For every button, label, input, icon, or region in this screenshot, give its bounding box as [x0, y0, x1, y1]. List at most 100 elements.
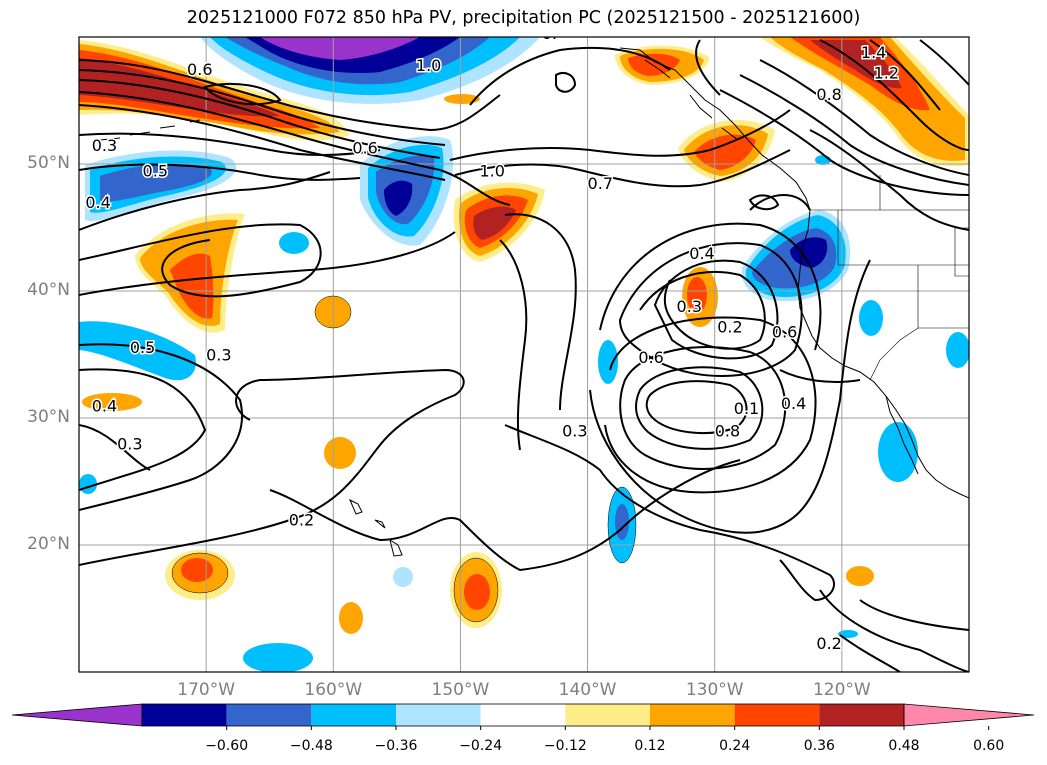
precip-negative-area	[79, 321, 196, 381]
precip-positive-area	[181, 558, 213, 582]
pv-contour-line	[79, 79, 441, 159]
pv-contour-line	[79, 368, 465, 566]
longitude-tick-label: 140°W	[558, 680, 617, 700]
contour-label: 0.2	[816, 634, 841, 653]
contour-label: 0.3	[677, 297, 702, 316]
pv-contour-line	[504, 424, 835, 602]
precip-negative-area	[859, 300, 883, 336]
contour-label: 0.2	[289, 511, 314, 530]
pv-contour-line	[454, 149, 791, 188]
pv-contour-line	[919, 39, 969, 86]
pv-contour-line	[79, 104, 446, 181]
colorbar-frame	[141, 703, 905, 727]
precip-positive-area	[324, 437, 356, 469]
latitude-tick-label: 20°N	[27, 534, 70, 554]
pv-contour-line	[748, 194, 780, 211]
contour-label: 0.3	[206, 346, 231, 365]
precip-positive-area	[790, 37, 930, 111]
pv-contour-line	[635, 366, 764, 450]
colorbar-tick-label: 0.48	[888, 738, 920, 754]
map-plot-area: 0.6 1.00.60.50.40.31.00.70.40.30.20.60.10…	[79, 24, 969, 672]
pv-contour-line	[779, 369, 861, 383]
hawaii-islands	[349, 498, 403, 557]
pv-contour-line	[645, 380, 748, 434]
longitude-tick-label: 160°W	[304, 680, 363, 700]
shading-outline	[314, 295, 352, 329]
colorbar-tick-label: 0.60	[973, 738, 1005, 754]
precip-negative-area	[100, 163, 212, 202]
colorbar-extend-low	[11, 703, 143, 727]
precip-positive-area	[687, 277, 707, 313]
colorbar-tick-label: −0.12	[543, 738, 587, 754]
pv-contours	[79, 39, 969, 672]
contour-label: 1.0	[416, 56, 441, 75]
pv-contour-line	[79, 343, 243, 511]
latitude-tick-label: 30°N	[27, 407, 70, 427]
contour-label: 0.4	[92, 396, 117, 415]
contour-label: 0.6	[187, 60, 212, 79]
precip-negative-area	[260, 37, 420, 60]
pv-contour-line	[749, 194, 811, 211]
precip-negative-area	[598, 340, 618, 384]
colorbar-bin	[734, 704, 820, 726]
colorbar-tick-label: 0.12	[634, 738, 666, 754]
colorbar-bin	[480, 704, 566, 726]
pv-contour-line	[739, 74, 969, 186]
colorbar-tick-label: 0.24	[719, 738, 751, 754]
colorbar-bin	[396, 704, 481, 726]
pv-contour-line	[203, 82, 282, 106]
pv-contour-line	[619, 346, 787, 470]
precip-negative-area	[615, 504, 629, 540]
pv-contour-labels: 0.6 1.00.60.50.40.31.00.70.40.30.20.60.10…	[84, 24, 958, 654]
colorbar-bin	[819, 704, 904, 726]
pv-contour-line	[499, 239, 528, 451]
contour-label: 1.0	[479, 161, 504, 180]
precip-negative-area	[878, 422, 918, 482]
precip-negative-area	[279, 232, 309, 254]
pv-contour-line	[555, 72, 577, 93]
colorbar	[11, 703, 1035, 730]
shading-outline	[453, 557, 499, 623]
latitude-tick-label: 50°N	[27, 153, 70, 173]
pv-contour-line	[79, 171, 331, 231]
longitude-tick-label: 170°W	[177, 680, 236, 700]
colorbar-bin	[226, 704, 312, 726]
contour-label: 1.2	[874, 64, 899, 83]
shading-outline	[607, 486, 637, 564]
precip-negative-area	[393, 567, 413, 587]
shading-outline	[171, 552, 229, 594]
precip-negative-area	[384, 180, 413, 216]
precip-positive-area	[846, 566, 874, 586]
longitude-tick-label: 120°W	[812, 680, 871, 700]
pv-contour-line	[504, 213, 577, 411]
colorbar-tick-label: −0.24	[459, 738, 503, 754]
contour-label: 0.1	[734, 399, 759, 418]
pv-contour-line	[759, 59, 969, 176]
contour-label: 0.5	[143, 161, 168, 180]
contour-label: 0.5	[130, 338, 155, 357]
contour-label: 0.3	[92, 136, 117, 155]
contour-label: 0.2	[717, 318, 742, 337]
latitude-tick-label: 40°N	[27, 280, 70, 300]
contour-label: 0.4	[689, 244, 714, 263]
colorbar-tick-label: −0.48	[289, 738, 333, 754]
pv-contour-line	[469, 46, 671, 106]
colorbar-bin	[311, 704, 396, 726]
pv-contour-line	[809, 129, 969, 231]
precip-positive-area	[694, 134, 756, 170]
contour-label: 0.6	[638, 348, 663, 367]
contour-label: 0.8	[816, 85, 841, 104]
pv-contour-line	[79, 59, 501, 132]
precip-anomaly-shading	[79, 37, 969, 672]
pv-contour-line	[79, 69, 446, 146]
contour-label: 0.3	[117, 434, 142, 453]
coastlines	[99, 47, 969, 557]
contour-label: 0.	[542, 24, 557, 43]
us-west-coastline	[797, 209, 969, 499]
political-borders	[810, 175, 969, 381]
map-frame	[78, 36, 970, 673]
state-border	[837, 175, 969, 381]
precip-negative-area	[79, 474, 97, 494]
pv-contour-line	[819, 39, 969, 151]
